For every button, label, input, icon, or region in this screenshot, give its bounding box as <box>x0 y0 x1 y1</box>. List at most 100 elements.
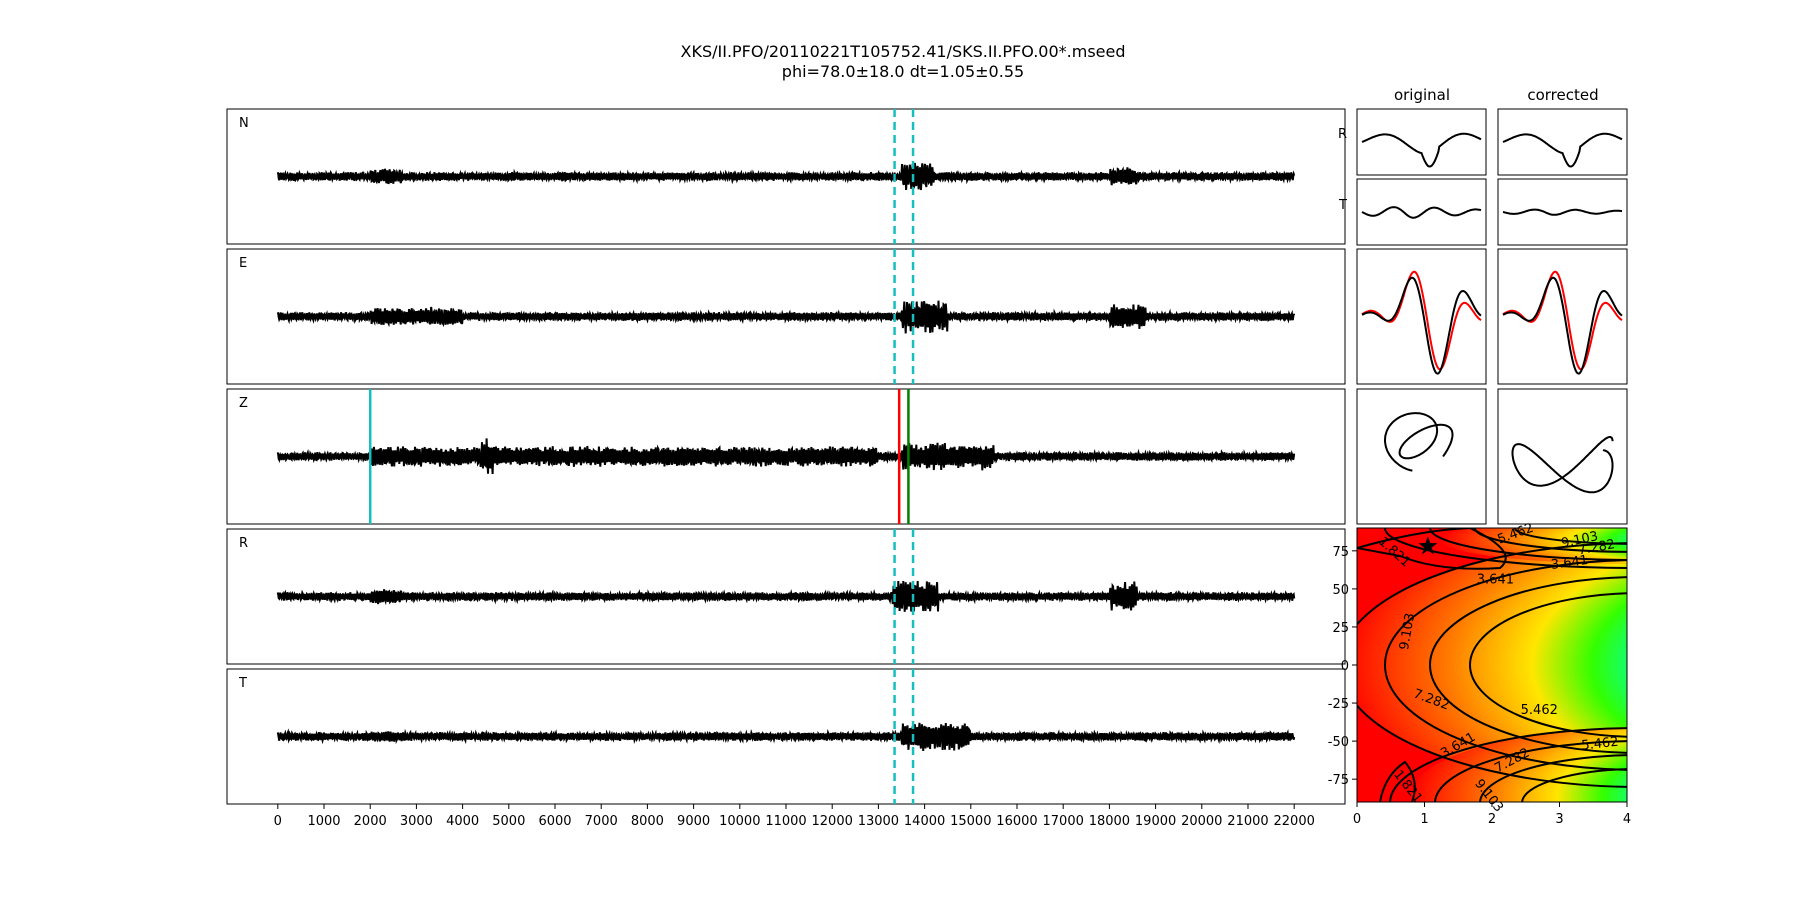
pm-wave-black <box>1502 276 1623 375</box>
es-contour-bottom-3 <box>1479 754 1627 802</box>
pm-frame <box>1356 108 1487 176</box>
trace-panel-t: T <box>226 668 1346 805</box>
es-contour-label: 3.641 <box>1550 553 1589 573</box>
pm-frame <box>1497 108 1628 176</box>
x-tick-label: 11000 <box>765 814 806 829</box>
pm-wave <box>1361 132 1482 168</box>
trace-label-t: T <box>238 676 247 691</box>
pm-panel-corrected-2 <box>1497 248 1628 385</box>
pm-panel-corrected-0 <box>1497 108 1628 176</box>
es-contour-min-bottom <box>1379 760 1416 802</box>
x-tick-label: 5000 <box>492 814 525 829</box>
x-tick-label: 16000 <box>996 814 1037 829</box>
trace-line-z <box>276 438 1296 475</box>
x-tick-label: 2000 <box>354 814 387 829</box>
trace-line-r <box>276 580 1296 612</box>
pm-panel-original-1 <box>1356 178 1487 246</box>
es-y-tick-label: -50 <box>1328 735 1349 750</box>
x-tick-label: 15000 <box>950 814 991 829</box>
pm-loop <box>1384 412 1454 472</box>
x-tick-label: 18000 <box>1089 814 1130 829</box>
es-contour-core <box>1469 592 1627 738</box>
x-tick-label: 10000 <box>719 814 760 829</box>
trace-label-r: R <box>239 536 248 551</box>
trace-label-z: Z <box>239 396 248 411</box>
x-tick-label: 13000 <box>858 814 899 829</box>
x-tick-label: 6000 <box>538 814 571 829</box>
best-fit-star <box>1418 536 1438 555</box>
pm-panel-original-3 <box>1356 388 1487 525</box>
pm-wave <box>1502 132 1623 168</box>
x-tick-label: 21000 <box>1227 814 1268 829</box>
column-title-original: original <box>1394 86 1450 104</box>
trace-panels: N E Z R T <box>226 108 1346 805</box>
x-tick-label: 14000 <box>904 814 945 829</box>
es-contour-inner <box>1429 576 1627 754</box>
pm-panel-corrected-1 <box>1497 178 1628 246</box>
x-tick-label: 1000 <box>307 814 340 829</box>
trace-x-axis: 0 1000 2000 3000 4000 5000 6000 7000 8000 9000 100… <box>274 804 1315 829</box>
pm-wave-black <box>1361 276 1482 375</box>
es-y-tick-label: 75 <box>1332 545 1349 560</box>
pm-wave <box>1361 206 1482 219</box>
x-tick-label: 20000 <box>1181 814 1222 829</box>
trace-line-t <box>276 722 1296 751</box>
es-contour-label: 5.462 <box>1521 703 1558 718</box>
es-contour-min-top <box>1357 528 1507 570</box>
es-y-tick-label: 0 <box>1341 659 1349 674</box>
x-tick-label: 0 <box>274 814 282 829</box>
pm-wave-red <box>1361 270 1482 371</box>
x-tick-label: 17000 <box>1043 814 1084 829</box>
pm-frame <box>1356 248 1487 385</box>
es-axes: 0 1 2 3 4 75 50 25 0 -25 -50 -75 <box>1328 545 1631 827</box>
trace-panel-n: N <box>226 108 1346 245</box>
es-contour-label: 9.103 <box>1397 612 1418 651</box>
es-y-tick-label: -25 <box>1328 697 1349 712</box>
pm-wave-red <box>1502 270 1623 371</box>
x-tick-label: 3000 <box>400 814 433 829</box>
es-y-tick-label: -75 <box>1328 773 1349 788</box>
chart-title: XKS/II.PFO/20110221T105752.41/SKS.II.PFO… <box>681 42 1126 61</box>
es-contour-label: 3.641 <box>1477 572 1514 587</box>
pm-frame <box>1356 388 1487 525</box>
column-title-corrected: corrected <box>1527 86 1598 104</box>
pm-panel-corrected-3 <box>1497 388 1628 525</box>
trace-panel-r: R <box>226 528 1346 665</box>
pm-row-label-t: T <box>1338 198 1347 213</box>
x-tick-label: 8000 <box>631 814 664 829</box>
x-tick-label: 12000 <box>812 814 853 829</box>
pm-wave <box>1502 208 1623 216</box>
es-best-fit <box>1418 536 1438 555</box>
es-contour-label: 5.462 <box>1581 735 1620 754</box>
chart-subtitle: phi=78.0±18.0 dt=1.05±0.55 <box>782 62 1024 81</box>
trace-panel-z: Z <box>226 388 1346 525</box>
x-tick-label: 4000 <box>446 814 479 829</box>
trace-line-e <box>276 300 1296 334</box>
es-contour-mid <box>1384 559 1627 771</box>
x-tick-label: 7000 <box>585 814 618 829</box>
x-tick-label: 22000 <box>1274 814 1315 829</box>
pm-row-label-r: R <box>1338 127 1347 142</box>
es-x-tick-label: 0 <box>1353 812 1361 827</box>
es-y-tick-label: 25 <box>1332 621 1349 636</box>
particle-motion-panels <box>1356 108 1628 525</box>
trace-label-e: E <box>239 256 247 271</box>
es-x-tick-label: 1 <box>1420 812 1428 827</box>
es-y-tick-label: 50 <box>1332 583 1349 598</box>
x-tick-label: 9000 <box>677 814 710 829</box>
pm-frame <box>1497 248 1628 385</box>
es-fill-center <box>1357 543 1627 787</box>
x-tick-label: 19000 <box>1135 814 1176 829</box>
pm-panel-original-0 <box>1356 108 1487 176</box>
trace-label-n: N <box>239 116 249 131</box>
es-contour-label: 7.282 <box>1577 537 1616 558</box>
trace-panel-e: E <box>226 248 1346 385</box>
pm-panel-original-2 <box>1356 248 1487 385</box>
es-x-tick-label: 4 <box>1623 812 1631 827</box>
pm-loop <box>1511 436 1614 494</box>
es-x-tick-label: 2 <box>1488 812 1496 827</box>
pm-frame <box>1497 388 1628 525</box>
es-x-tick-label: 3 <box>1555 812 1563 827</box>
